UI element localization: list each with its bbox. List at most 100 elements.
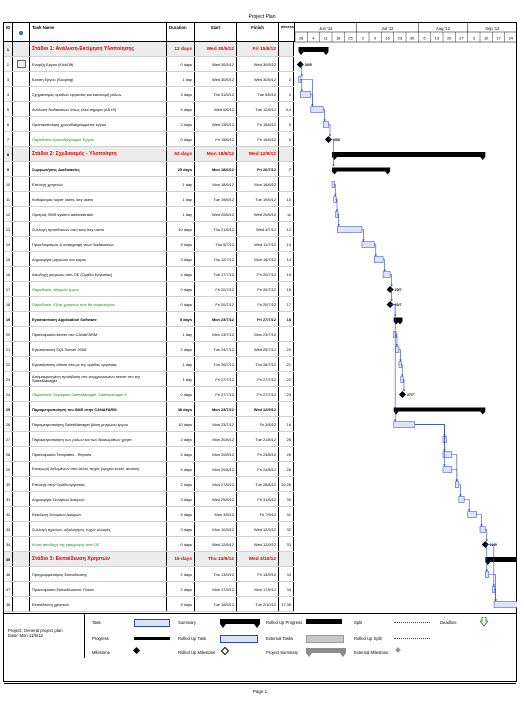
row-id-cell[interactable]: 17 xyxy=(4,282,13,296)
task-start-cell[interactable]: Wed 30/5/12 xyxy=(195,57,237,71)
row-indicator-cell[interactable] xyxy=(13,417,30,431)
task-finish-cell[interactable]: Fri 27/7/12 xyxy=(237,387,279,401)
task-predecessors-cell[interactable] xyxy=(279,552,294,566)
task-finish-cell[interactable]: Fri 20/7/12 xyxy=(237,267,279,281)
table-row[interactable]: 12 Ορισμός SMS system administrator 1 day W… xyxy=(4,207,294,222)
task-predecessors-cell[interactable]: 13 xyxy=(279,237,294,251)
task-start-cell[interactable]: Mon 10/9/12 xyxy=(195,522,237,536)
row-indicator-cell[interactable] xyxy=(13,507,30,521)
row-indicator-cell[interactable] xyxy=(13,477,30,491)
table-row[interactable]: 16 Αποδοχή μητρώου από ΟΕ (Ομάδα Εργασίας… xyxy=(4,267,294,282)
task-name-cell[interactable]: Κοινή αποδοχή της εφαρμογής από ΟΕ xyxy=(30,537,167,551)
table-row[interactable]: 29 Εισαγωγή δεδομένων από άλλες πηγές (αρ… xyxy=(4,462,294,477)
row-indicator-cell[interactable] xyxy=(13,237,30,251)
row-id-cell[interactable]: 24 xyxy=(4,387,13,401)
task-predecessors-cell[interactable]: 7 xyxy=(279,162,294,176)
task-finish-cell[interactable]: Fri 27/7/12 xyxy=(237,372,279,386)
table-row[interactable]: 32 Εκτέλεση Σεναρίων Δοκιμών 5 days Mon 3/9… xyxy=(4,507,294,522)
table-row[interactable]: 13 Συλλογή προσδοκιών από τους key users 1… xyxy=(4,222,294,237)
row-indicator-cell[interactable] xyxy=(13,162,30,176)
task-name-cell[interactable]: Παραμετροποίηση SalesManager βάση μητρώο… xyxy=(30,417,167,431)
task-duration-cell[interactable]: 2 days xyxy=(167,477,195,491)
row-indicator-cell[interactable] xyxy=(13,567,30,581)
task-predecessors-cell[interactable]: 30 xyxy=(279,492,294,506)
task-name-cell[interactable]: Προετοιμασία Templates - Reports xyxy=(30,447,167,461)
task-finish-cell[interactable]: Mon 18/6/12 xyxy=(237,177,279,191)
task-finish-cell[interactable]: Fri 3/8/12 xyxy=(237,417,279,431)
task-duration-cell[interactable]: 0 days xyxy=(167,387,195,401)
row-indicator-cell[interactable] xyxy=(13,297,30,311)
task-start-cell[interactable]: Thu 13/9/12 xyxy=(195,552,237,566)
task-name-cell[interactable]: Αποδοχή μητρώου από ΟΕ (Ομάδα Εργασίας) xyxy=(30,267,167,281)
task-start-cell[interactable]: Wed 6/6/12 xyxy=(195,102,237,116)
row-indicator-cell[interactable] xyxy=(13,147,30,161)
task-start-cell[interactable]: Thu 12/7/12 xyxy=(195,252,237,266)
task-predecessors-cell[interactable]: 3,4 xyxy=(279,102,294,116)
task-duration-cell[interactable]: 53 days xyxy=(167,147,195,161)
task-predecessors-cell[interactable] xyxy=(279,177,294,191)
row-id-cell[interactable]: 10 xyxy=(4,177,13,191)
task-predecessors-cell[interactable]: 18 xyxy=(279,312,294,326)
task-finish-cell[interactable]: Fri 15/6/12 xyxy=(237,117,279,131)
row-id-cell[interactable]: 25 xyxy=(4,402,13,416)
task-name-cell[interactable]: Παραδοτέο: Εξοικ χρηστών που θα συμμετέχ… xyxy=(30,297,167,311)
task-predecessors-cell[interactable]: 20 xyxy=(279,342,294,356)
task-predecessors-cell[interactable] xyxy=(279,147,294,161)
table-row[interactable]: 5 Ανάλυση διαδικασιών όπως είναι σήμερα (… xyxy=(4,102,294,117)
task-duration-cell[interactable]: 0 days xyxy=(167,132,195,146)
row-id-cell[interactable]: 19 xyxy=(4,312,13,326)
row-id-cell[interactable]: 2 xyxy=(4,57,13,71)
task-predecessors-cell[interactable]: 11 xyxy=(279,207,294,221)
row-indicator-cell[interactable] xyxy=(13,207,30,221)
task-duration-cell[interactable]: 1 day xyxy=(167,372,195,386)
task-name-cell[interactable]: Παραμετροποίηση του SMS στην CANAFARM xyxy=(30,402,167,416)
row-indicator-cell[interactable] xyxy=(13,192,30,206)
task-name-cell[interactable]: Επιλογή χρηστών xyxy=(30,177,167,191)
task-name-cell[interactable]: Προετοιμασία server στο CANAFARM xyxy=(30,327,167,341)
table-row[interactable]: 19 Εγκατάσταση Application Software 5 days… xyxy=(4,312,294,327)
task-duration-cell[interactable]: 1 day xyxy=(167,177,195,191)
col-header-duration[interactable]: Duration xyxy=(167,23,195,42)
task-start-cell[interactable]: Wed 30/5/12 xyxy=(195,72,237,86)
row-id-cell[interactable]: 16 xyxy=(4,267,13,281)
task-start-cell[interactable]: Tue 19/6/12 xyxy=(195,192,237,206)
task-duration-cell[interactable]: 38 days xyxy=(167,402,195,416)
task-finish-cell[interactable]: Fri 15/6/12 xyxy=(237,132,279,146)
task-predecessors-cell[interactable]: 2 xyxy=(279,72,294,86)
task-name-cell[interactable]: Εγκατάσταση Application Software xyxy=(30,312,167,326)
task-start-cell[interactable]: Wed 13/6/12 xyxy=(195,117,237,131)
task-predecessors-cell[interactable]: 16 xyxy=(279,282,294,296)
task-duration-cell[interactable]: 5 days xyxy=(167,597,195,611)
row-indicator-cell[interactable] xyxy=(13,492,30,506)
task-finish-cell[interactable]: Wed 30/5/12 xyxy=(237,72,279,86)
task-duration-cell[interactable]: 3 days xyxy=(167,492,195,506)
row-indicator-cell[interactable] xyxy=(13,342,30,356)
task-duration-cell[interactable]: 0 days xyxy=(167,297,195,311)
row-id-cell[interactable]: 32 xyxy=(4,507,13,521)
task-start-cell[interactable]: Mon 27/8/12 xyxy=(195,477,237,491)
task-predecessors-cell[interactable]: 29,28 xyxy=(279,477,294,491)
task-predecessors-cell[interactable]: 14 xyxy=(279,252,294,266)
task-finish-cell[interactable]: Thu 26/7/12 xyxy=(237,357,279,371)
task-duration-cell[interactable]: 15 days xyxy=(167,552,195,566)
task-predecessors-cell[interactable]: 22 xyxy=(279,372,294,386)
row-id-cell[interactable]: 21 xyxy=(4,342,13,356)
row-id-cell[interactable]: 33 xyxy=(4,522,13,536)
task-finish-cell[interactable]: Mon 16/7/12 xyxy=(237,252,279,266)
task-predecessors-cell[interactable]: 33 xyxy=(279,537,294,551)
table-row[interactable]: 20 Προετοιμασία server στο CANAFARM 1 day M… xyxy=(4,327,294,342)
task-duration-cell[interactable]: 10 days xyxy=(167,417,195,431)
task-start-cell[interactable]: Mon 20/8/12 xyxy=(195,447,237,461)
task-finish-cell[interactable]: Mon 23/7/12 xyxy=(237,327,279,341)
row-indicator-cell[interactable] xyxy=(13,537,30,551)
task-start-cell[interactable]: Thu 5/7/12 xyxy=(195,237,237,251)
task-duration-cell[interactable]: 0 days xyxy=(167,282,195,296)
task-duration-cell[interactable]: 1 day xyxy=(167,72,195,86)
task-name-cell[interactable]: Δημιουργία Σεναρίων Δοκιμών xyxy=(30,492,167,506)
row-indicator-cell[interactable] xyxy=(13,387,30,401)
table-row[interactable]: 7 Παραδοτέο Χρονοδιάγραμμα Έργου 0 days Fri… xyxy=(4,132,294,147)
table-row[interactable]: 15 Δημιουργία μητρώου του έργου 3 days Thu … xyxy=(4,252,294,267)
task-name-cell[interactable]: Προετοιμασία Εκπαιδευτικού Υλικού xyxy=(30,582,167,596)
table-row[interactable]: 9 Συμφωνήσεις Διαδικασίες 25 days Mon 18/6/… xyxy=(4,162,294,177)
task-start-cell[interactable]: Tue 17/7/12 xyxy=(195,267,237,281)
